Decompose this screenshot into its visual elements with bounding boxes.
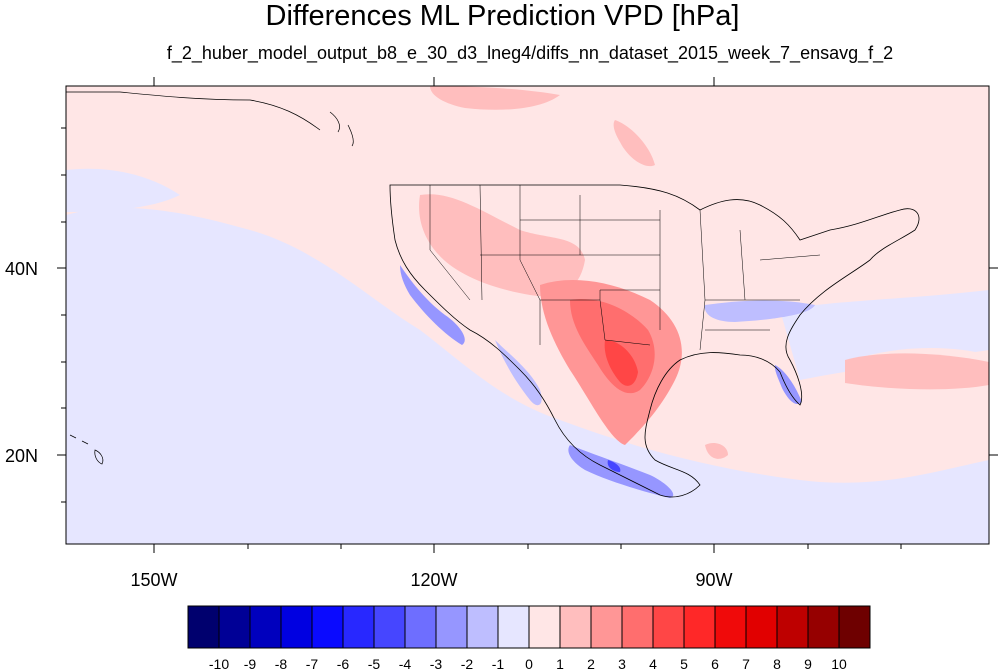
colorbar-tick-label: -8 — [275, 656, 288, 672]
lat-ticks — [57, 127, 998, 503]
colorbar-tick-label: 10 — [831, 656, 847, 672]
colorbar-tick-label: 8 — [773, 656, 781, 672]
colorbar-swatch — [559, 605, 592, 649]
southeast-negative — [704, 300, 815, 322]
colorbar-tick-label: 3 — [618, 656, 626, 672]
colorbar-swatch — [590, 605, 623, 649]
chart-title: Differences ML Prediction VPD [hPa] — [265, 0, 740, 32]
colorbar-swatch — [435, 605, 468, 649]
colorbar-swatch — [373, 605, 406, 649]
colorbar-swatch — [404, 605, 437, 649]
lon-label-90w: 90W — [695, 570, 732, 590]
west-us-positive — [419, 194, 585, 297]
colorbar-swatch — [187, 605, 220, 649]
colorbar-tick-label: -9 — [244, 656, 257, 672]
chart-subtitle: f_2_huber_model_output_b8_e_30_d3_lneg4/… — [166, 43, 894, 63]
lon-label-120w: 120W — [410, 570, 457, 590]
caribbean-positive — [705, 443, 728, 459]
colorbar-tick-label: -6 — [337, 656, 350, 672]
colorbar-swatch — [683, 605, 716, 649]
colorbar-swatch — [342, 605, 375, 649]
north-pacific-negative-region — [66, 168, 180, 212]
colorbar-swatch — [838, 605, 871, 649]
california-negative — [400, 265, 465, 345]
map-field — [66, 86, 989, 544]
colorbar-tick-label: -10 — [209, 656, 229, 672]
colorbar-labels: -10 -9 -8 -7 -6 -5 -4 -3 -2 -1 0 1 2 3 4 5 6 7 8 9 10 — [209, 656, 847, 672]
colorbar — [187, 605, 871, 649]
texas-positive-core — [604, 340, 638, 386]
canada-positive-blob — [613, 120, 655, 167]
colorbar-swatch — [714, 605, 747, 649]
state-borders — [429, 184, 821, 351]
colorbar-swatch — [652, 605, 685, 649]
colorbar-swatch — [249, 605, 282, 649]
colorbar-swatch — [807, 605, 840, 649]
mexico-coast-negative — [568, 445, 674, 498]
florida-negative — [774, 365, 802, 405]
colorbar-tick-label: -1 — [492, 656, 505, 672]
colorbar-swatch — [497, 605, 530, 649]
colorbar-swatch — [311, 605, 344, 649]
mexico-strong-negative — [607, 460, 621, 472]
colorbar-tick-label: 6 — [711, 656, 719, 672]
north-positive-blob — [430, 86, 560, 110]
colorbar-tick-label: -4 — [399, 656, 412, 672]
colorbar-tick-label: 2 — [587, 656, 595, 672]
colorbar-tick-label: -2 — [461, 656, 474, 672]
colorbar-tick-label: -7 — [306, 656, 319, 672]
atlantic-positive — [845, 353, 989, 390]
colorbar-tick-label: -3 — [430, 656, 443, 672]
colorbar-tick-label: -5 — [368, 656, 381, 672]
pacific-negative-region — [66, 207, 989, 544]
colorbar-tick-label: 4 — [649, 656, 657, 672]
colorbar-tick-label: 1 — [556, 656, 564, 672]
baja-negative — [495, 340, 542, 406]
colorbar-swatch — [621, 605, 654, 649]
colorbar-tick-label: 5 — [680, 656, 688, 672]
alaska-coast — [66, 91, 354, 147]
colorbar-swatch — [528, 605, 561, 649]
colorbar-swatch — [745, 605, 778, 649]
colorbar-tick-label: 9 — [804, 656, 812, 672]
hawaii-islands — [69, 434, 104, 465]
colorbar-swatch — [218, 605, 251, 649]
colorbar-tick-label: 0 — [525, 656, 533, 672]
lon-label-150w: 150W — [130, 570, 177, 590]
colorbar-swatch — [280, 605, 313, 649]
colorbar-swatch — [776, 605, 809, 649]
lon-ticks — [153, 77, 902, 553]
coastline — [389, 184, 920, 498]
lat-label-20n: 20N — [5, 446, 38, 466]
colorbar-swatch — [466, 605, 499, 649]
colorbar-tick-label: 7 — [742, 656, 750, 672]
lat-label-40n: 40N — [5, 259, 38, 279]
